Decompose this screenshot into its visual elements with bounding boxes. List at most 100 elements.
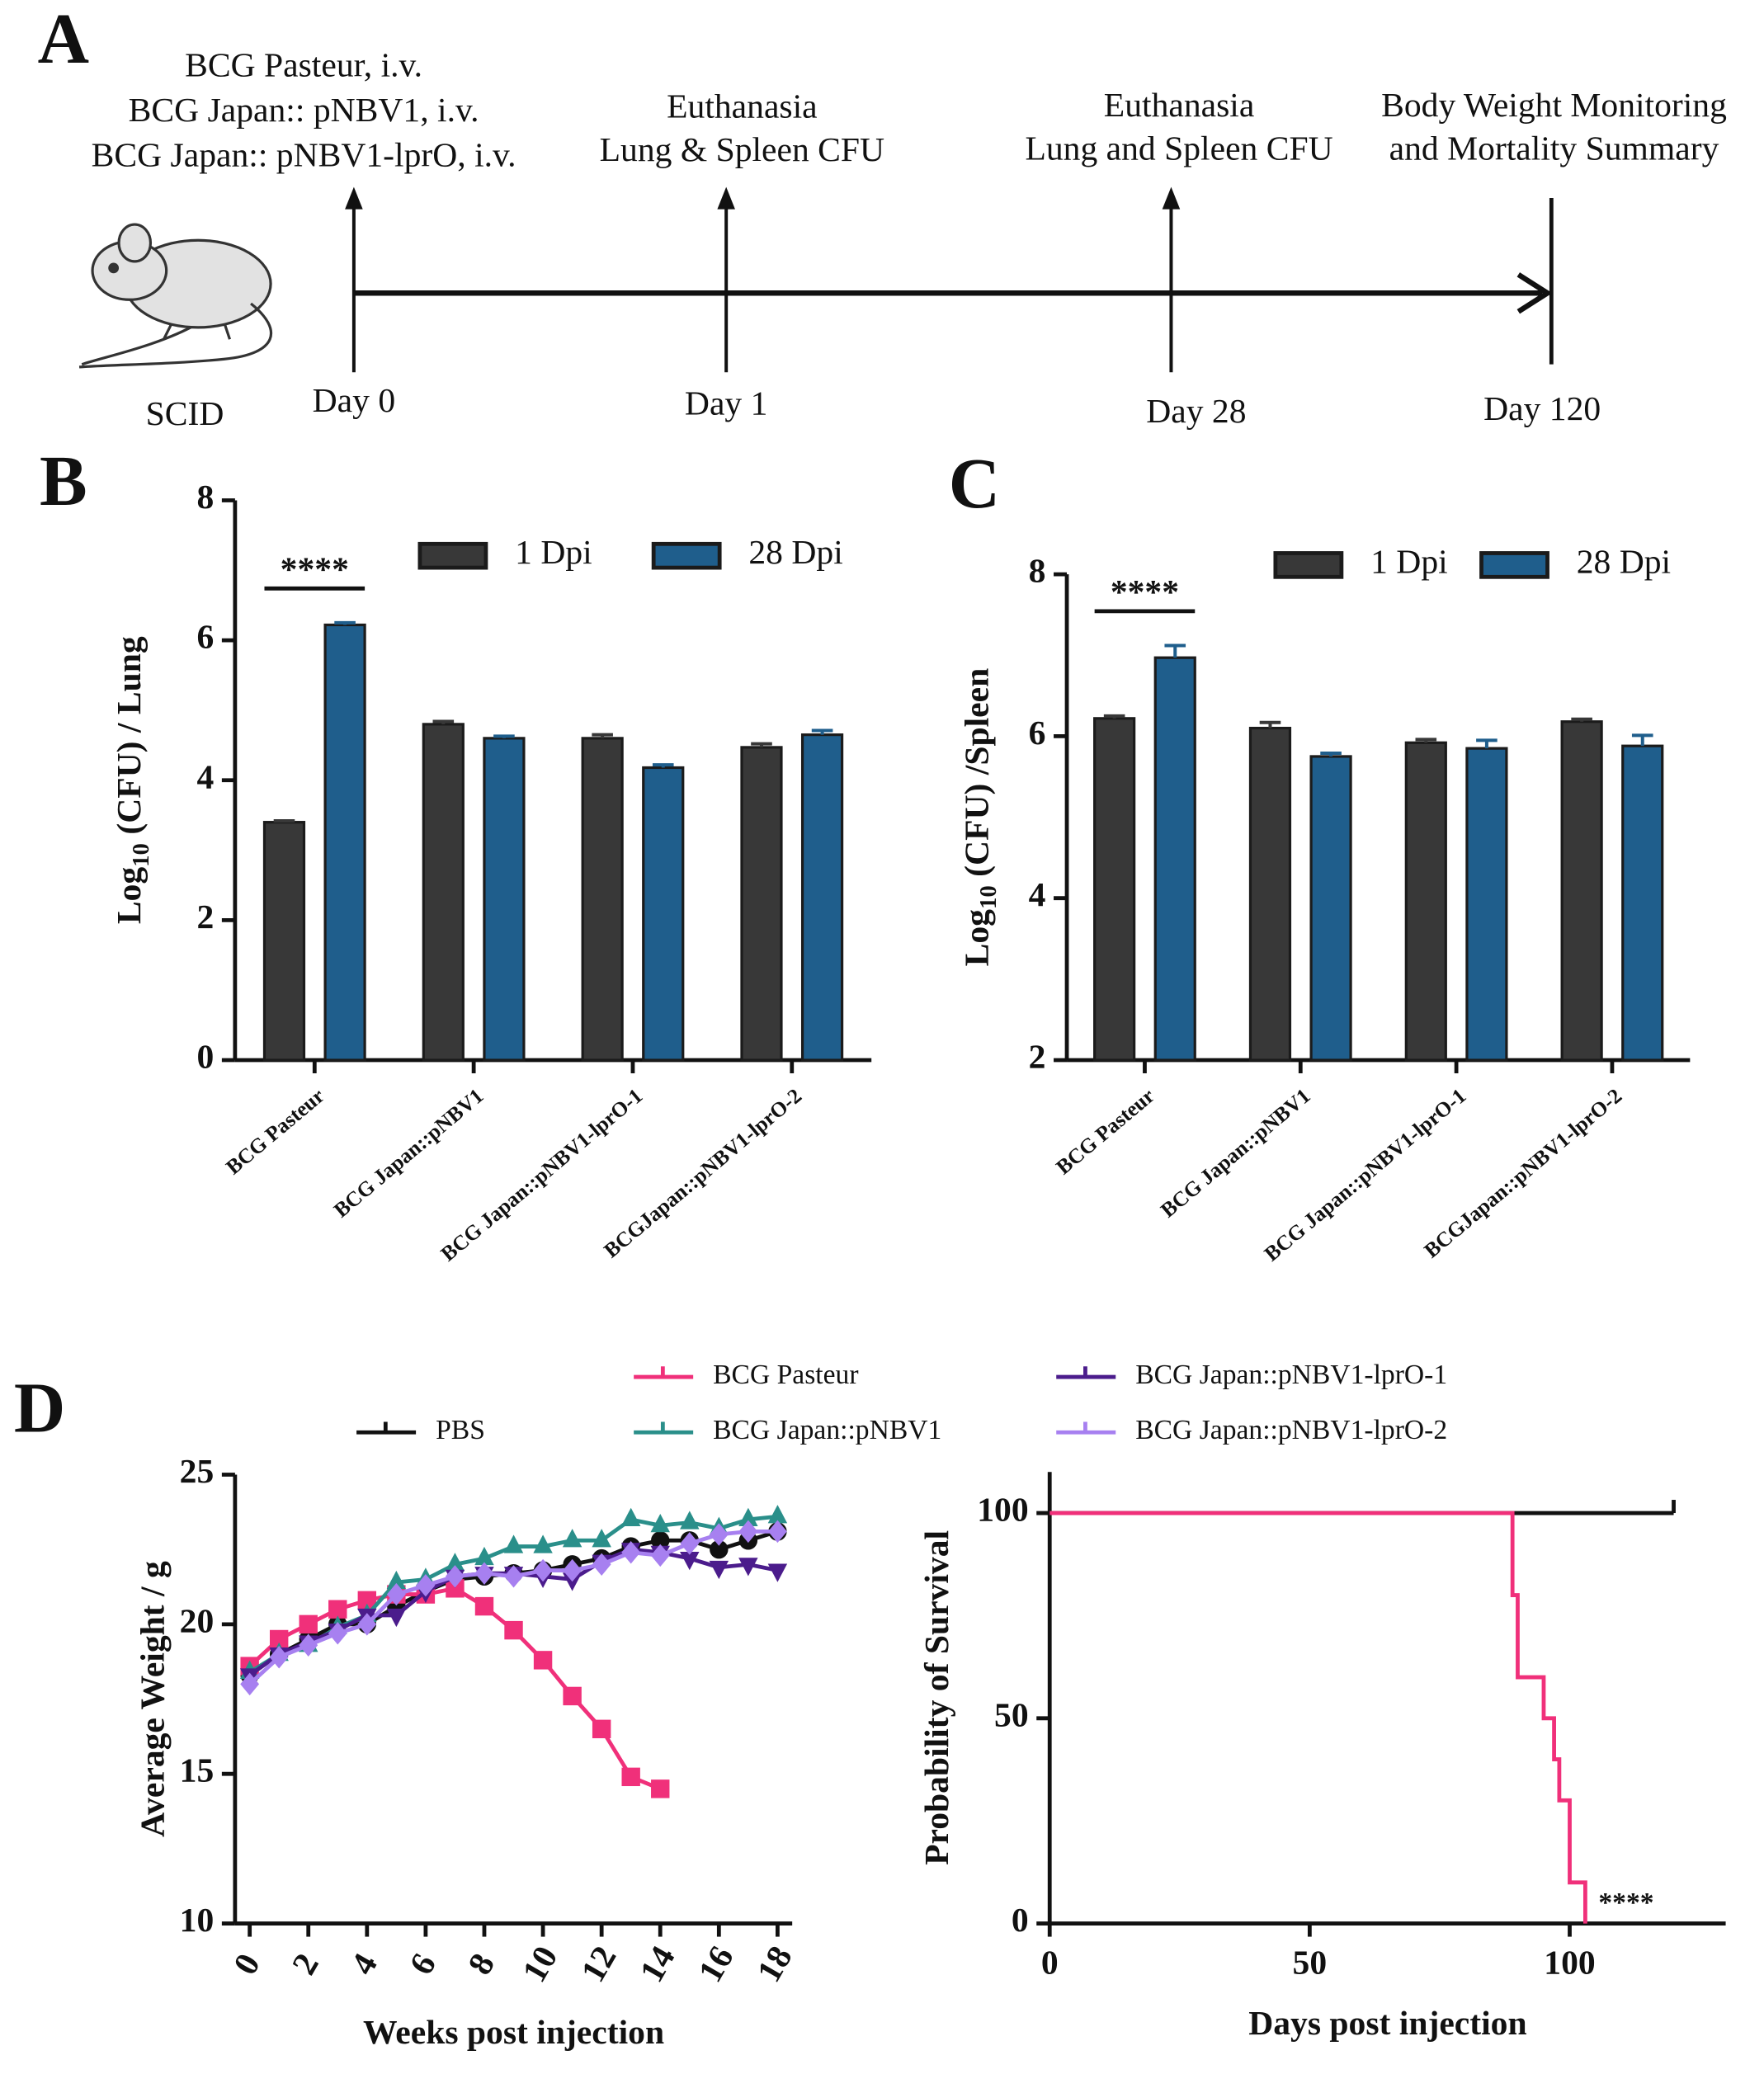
- marker: [651, 1779, 670, 1798]
- error-bar: [811, 728, 833, 735]
- x-tick-label: 14: [632, 1940, 682, 1988]
- marker: [592, 1529, 611, 1548]
- error-bar: [1631, 733, 1653, 747]
- marker: [738, 1558, 758, 1577]
- y-tick-label: 2: [1029, 1038, 1046, 1076]
- bar: [581, 737, 624, 1062]
- marker: [474, 1596, 494, 1616]
- x-tick-label: BCG Pasteur: [221, 1083, 328, 1179]
- timeline-arrows: [345, 186, 1554, 373]
- day-label: Day 28: [1146, 392, 1246, 430]
- marker: [650, 1513, 670, 1533]
- y-axis-label-part: (CFU) /Spleen: [957, 668, 996, 885]
- treatment: BCG Japan:: pNBV1-lprO, i.v.: [92, 136, 516, 174]
- survival-curve: [1049, 1511, 1587, 1924]
- marker: [680, 1511, 700, 1530]
- legend-swatch: [651, 541, 722, 570]
- event-label: Lung & Spleen CFU: [600, 130, 884, 168]
- marker: [767, 1520, 787, 1544]
- marker: [709, 1523, 729, 1546]
- bar: [1093, 717, 1136, 1062]
- panel-label: A: [38, 0, 89, 78]
- bar: [642, 766, 685, 1062]
- day-label: Day 120: [1483, 389, 1601, 427]
- marker: [592, 1719, 611, 1739]
- bar: [1248, 726, 1292, 1062]
- marker: [767, 1505, 788, 1524]
- marker: [533, 1558, 553, 1582]
- y-tick-label: 0: [196, 1038, 214, 1076]
- marker: [533, 1534, 553, 1553]
- marker: [328, 1600, 347, 1619]
- y-tick-label: 15: [180, 1751, 215, 1789]
- marker: [620, 1507, 641, 1526]
- bar: [740, 746, 783, 1062]
- bar: [262, 821, 306, 1062]
- error-bar: [1476, 738, 1498, 749]
- marker: [328, 1621, 347, 1645]
- y-tick-label: 50: [994, 1695, 1029, 1733]
- legend-label: 28 Dpi: [1577, 542, 1671, 580]
- marker: [386, 1582, 406, 1606]
- error-bar: [1571, 717, 1592, 722]
- day-label: Day 0: [313, 381, 395, 419]
- error-bar: [1415, 738, 1437, 743]
- x-tick-label: 2: [285, 1947, 326, 1981]
- bar: [1621, 744, 1664, 1062]
- marker: [767, 1563, 788, 1582]
- y-tick-label: 0: [1012, 1901, 1029, 1939]
- y-tick-label: 10: [180, 1901, 215, 1939]
- event-label: Body Weight Monitoring: [1381, 86, 1727, 124]
- legend-label: BCG Japan::pNBV1-lprO-1: [1135, 1360, 1447, 1390]
- marker: [680, 1532, 700, 1555]
- bar: [1309, 755, 1352, 1062]
- x-tick-label: 6: [402, 1947, 443, 1981]
- marker: [533, 1651, 553, 1670]
- error-bar: [1259, 720, 1281, 728]
- panel-label: C: [949, 444, 1000, 523]
- y-tick-label: 6: [1029, 714, 1046, 752]
- bar: [483, 737, 526, 1062]
- x-axis-label: Weeks post injection: [363, 2013, 664, 2051]
- y-axis-label-part: Log: [110, 867, 148, 925]
- x-tick-label: 50: [1293, 1943, 1328, 1981]
- significance-label: ****: [1598, 1888, 1653, 1918]
- error-bar: [1164, 643, 1186, 658]
- y-axis-label-part: Log: [957, 909, 995, 967]
- treatment: BCG Japan:: pNBV1, i.v.: [129, 91, 479, 129]
- panel-label: D: [14, 1368, 65, 1447]
- bar: [1560, 720, 1603, 1062]
- x-tick-label: BCG Pasteur: [1051, 1083, 1158, 1179]
- significance-label: ****: [281, 550, 349, 588]
- panel-label: B: [40, 441, 87, 521]
- bar: [1404, 741, 1447, 1062]
- x-axis-label: Days post injection: [1248, 2004, 1526, 2042]
- event-label: Euthanasia: [667, 87, 817, 125]
- marker: [563, 1686, 582, 1706]
- marker: [621, 1541, 641, 1564]
- y-axis-label-sub: 10: [127, 843, 153, 867]
- x-tick-label: 12: [573, 1940, 624, 1988]
- error-bar: [493, 734, 515, 738]
- x-tick-label: 16: [691, 1940, 741, 1988]
- bar: [1153, 656, 1196, 1062]
- marker: [592, 1553, 611, 1577]
- y-axis-label: Log10 (CFU) /Spleen: [957, 668, 1002, 967]
- marker: [386, 1608, 407, 1628]
- x-tick-label: 100: [1544, 1943, 1595, 1981]
- marker: [416, 1573, 436, 1597]
- x-tick-label: BCG Japan::pNBV1: [1156, 1083, 1314, 1222]
- marker: [562, 1529, 582, 1548]
- treatment: BCG Pasteur, i.v.: [185, 46, 422, 84]
- marker: [240, 1672, 260, 1696]
- y-axis-label-sub: 10: [975, 885, 1002, 909]
- marker: [503, 1534, 524, 1553]
- marker: [650, 1544, 670, 1567]
- marker: [504, 1565, 523, 1588]
- y-tick-label: 8: [1029, 552, 1046, 590]
- day-label: Day 1: [685, 384, 767, 422]
- mouse-icon: [78, 223, 273, 369]
- marker: [738, 1520, 758, 1544]
- marker: [357, 1613, 377, 1636]
